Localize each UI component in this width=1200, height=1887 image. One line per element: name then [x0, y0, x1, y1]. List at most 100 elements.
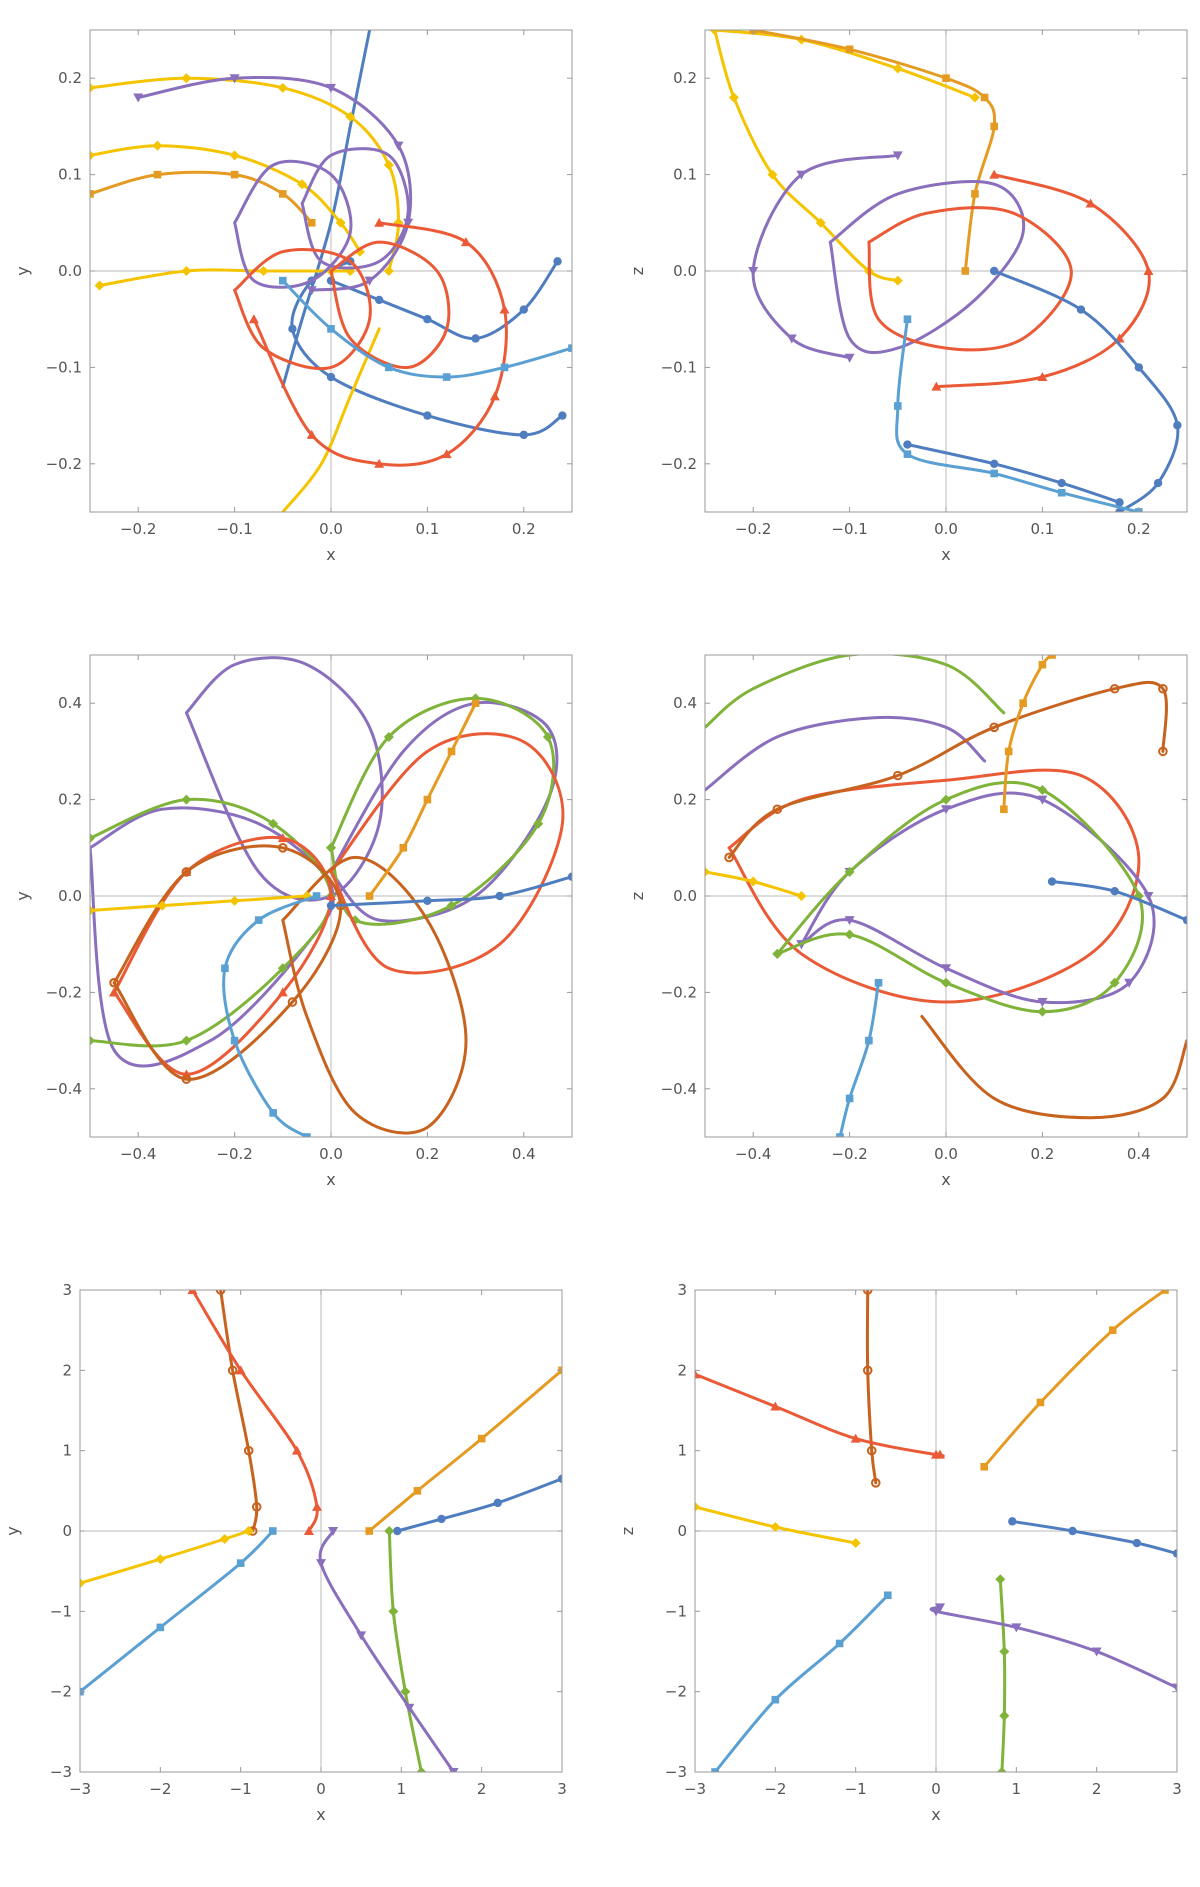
series-line-blue-up: [281, 30, 372, 389]
point-blue-bottom: [990, 459, 999, 468]
y-tick-label: 0.0: [58, 887, 82, 905]
point-green-right: [542, 731, 553, 742]
point-blue: [1008, 1517, 1017, 1526]
point-green-ring: [1109, 977, 1120, 988]
x-tick-label: 0.4: [512, 1145, 536, 1163]
point-yellow-big: [383, 159, 394, 170]
point-green-right: [383, 731, 394, 742]
point-blue: [437, 1514, 446, 1524]
point-blue: [557, 1474, 562, 1483]
point-yellow: [155, 1554, 166, 1565]
point-blue-spiral: [471, 334, 480, 343]
series-line-blue: [1010, 1519, 1177, 1555]
series-line-blue: [1050, 880, 1187, 922]
point-blue-bottom: [903, 440, 912, 449]
point-orange: [1036, 1398, 1045, 1407]
point-red-loop: [277, 833, 288, 843]
series-line-yellow-top: [713, 30, 977, 99]
point-brown: [215, 1290, 226, 1295]
point-brown-ring: [772, 804, 783, 815]
x-tick-label: −0.1: [216, 520, 252, 538]
point-green: [999, 1710, 1010, 1721]
series-line-orange: [982, 1290, 1167, 1469]
series-line-purple-ring: [799, 791, 1156, 1005]
x-tick-label: −0.4: [120, 1145, 156, 1163]
x-tick-label: 0.0: [934, 1145, 958, 1163]
point-lightblue: [442, 373, 451, 381]
point-lightblue: [711, 1768, 719, 1772]
y-axis-label: y: [3, 1526, 22, 1535]
x-tick-label: 0.2: [1030, 1145, 1054, 1163]
point-yellow-inner: [335, 217, 346, 228]
point-green: [995, 1574, 1006, 1585]
point-lightblue: [845, 1094, 854, 1103]
point-lightblue: [903, 315, 912, 323]
point-red: [770, 1401, 781, 1411]
y-tick-label: 0.2: [673, 69, 697, 87]
point-yellow: [705, 866, 710, 877]
point-yellow-big: [277, 82, 288, 93]
series-line-lightblue: [838, 981, 880, 1137]
point-green-left: [90, 1035, 95, 1046]
series-line-yellow: [90, 894, 309, 912]
point-purple-triangles: [364, 276, 375, 286]
x-tick-label: 0.0: [934, 520, 958, 538]
point-orange: [971, 190, 979, 198]
point-blue-outer: [558, 411, 567, 420]
series-line-yellow-inner: [90, 144, 362, 254]
x-tick-label: −0.4: [735, 1145, 771, 1163]
point-purple-triangles: [306, 286, 317, 296]
series-line-purple-top: [705, 715, 987, 792]
point-lightblue: [836, 1133, 844, 1137]
y-tick-label: 3: [62, 1281, 72, 1299]
point-yellow: [770, 1521, 781, 1532]
series-line-purple-loop: [828, 180, 1026, 355]
point-yellow-left: [181, 266, 192, 276]
point-yellow-big: [345, 111, 356, 122]
series-line-red-loop-a: [233, 248, 372, 370]
point-lightblue: [865, 1036, 873, 1045]
point-red-loop: [109, 987, 120, 997]
point-yellow: [892, 275, 903, 286]
plot-panel-row3-left: −3 −2 −1 0 1 2 3 −3 −2 −1 0 1 2 3 x y: [3, 1281, 567, 1824]
point-brown-ring: [989, 722, 1000, 733]
point-brown-ring: [1158, 746, 1168, 757]
series-line-orange-branch: [90, 170, 314, 225]
series-line-brown-down: [281, 855, 468, 1135]
point-lightblue: [500, 363, 509, 372]
point-yellow: [243, 1526, 254, 1536]
point-yellow: [796, 891, 807, 901]
y-axis-label: z: [618, 1527, 637, 1535]
x-tick-label: −0.1: [831, 520, 867, 538]
x-tick-label: 0.4: [1127, 1145, 1151, 1163]
y-tick-label: −0.4: [661, 1080, 697, 1098]
point-blue-spiral: [375, 295, 384, 305]
series-line-brown-ring: [727, 680, 1168, 859]
x-tick-label: 0.1: [415, 520, 439, 538]
point-blue: [990, 266, 999, 276]
point-purple: [1091, 1647, 1102, 1657]
point-red-triangles: [499, 304, 510, 314]
point-yellow-inner: [229, 150, 240, 161]
x-tick-label: −3: [69, 1780, 91, 1798]
point-blue: [1047, 877, 1057, 886]
series-line-blue-bottom: [905, 443, 1121, 504]
point-blue-spiral: [519, 305, 528, 314]
series-line-orange: [367, 1368, 562, 1533]
point-brown: [243, 1445, 254, 1456]
x-axis-label: x: [941, 1170, 950, 1189]
point-blue: [495, 891, 504, 901]
point-red: [303, 1526, 314, 1535]
point-yellow: [695, 1501, 700, 1512]
point-blue: [1132, 1538, 1142, 1548]
y-tick-label: −0.2: [46, 983, 82, 1001]
x-axis-label: x: [941, 545, 950, 564]
point-orange: [1004, 747, 1013, 756]
series-group: [705, 655, 1187, 1137]
point-yellow: [219, 1534, 230, 1545]
point-blue: [493, 1498, 502, 1508]
x-axis-label: x: [316, 1805, 325, 1824]
point-lightblue: [312, 892, 321, 900]
series-line-green-top: [705, 655, 1006, 729]
point-blue: [567, 872, 572, 881]
